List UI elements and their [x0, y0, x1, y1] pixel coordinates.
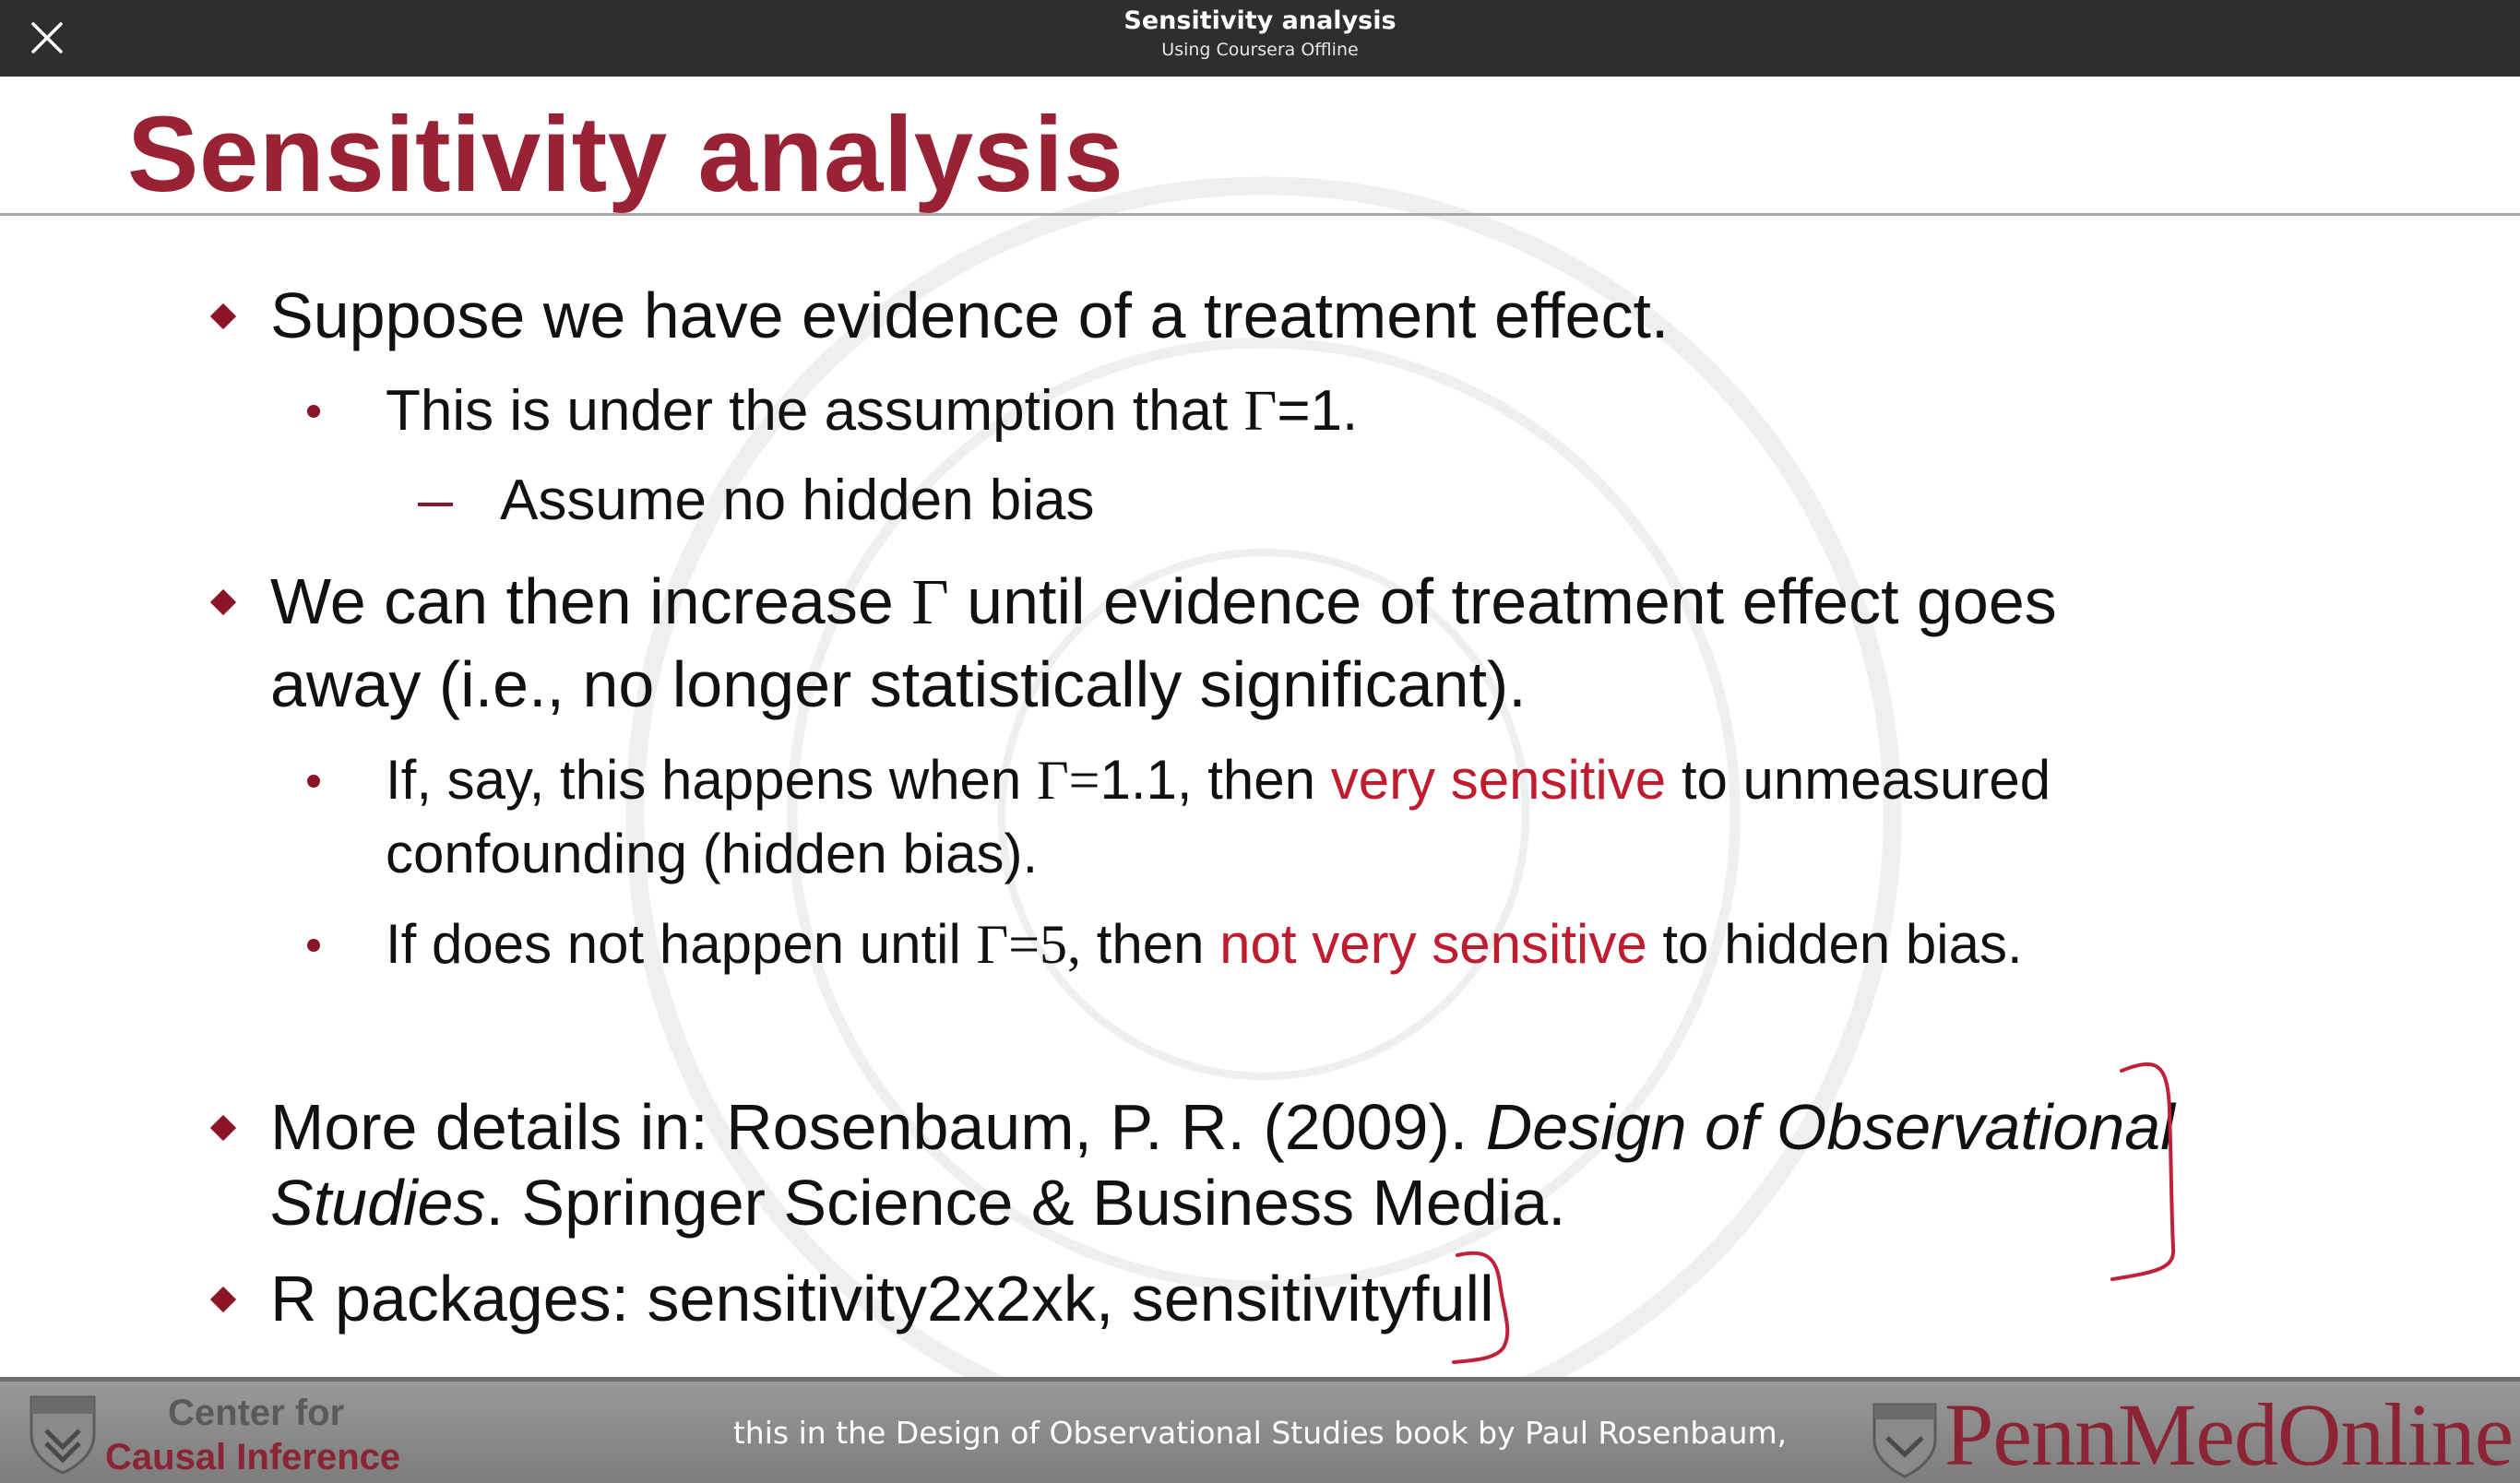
- slide-title: Sensitivity analysis: [127, 94, 1124, 214]
- title-divider: [0, 213, 2520, 216]
- handwritten-bracket-annotation-icon: [1452, 1251, 1510, 1364]
- bullet-diamond-icon: [209, 588, 237, 616]
- bullet-diamond-icon: [209, 303, 237, 330]
- sub-sub-bullet-no-hidden-bias: Assume no hidden bias: [500, 469, 1095, 532]
- video-title: Sensitivity analysis: [1123, 6, 1397, 35]
- sub-bullet-gamma-assumption: This is under the assumption that Γ=1.: [386, 379, 1359, 443]
- penn-shield-logo-icon: [30, 1395, 96, 1475]
- sub-bullet-very-sensitive-line1: If, say, this happens when Γ=1.1, then v…: [386, 749, 2051, 811]
- sub-bullet-very-sensitive-line2: confounding (hidden bias).: [386, 823, 1039, 884]
- close-icon: [31, 22, 63, 53]
- bullet-diamond-icon: [209, 1114, 237, 1142]
- video-frame[interactable]: Sensitivity analysis Suppose we have evi…: [0, 77, 2520, 1483]
- handwritten-bracket-annotation-icon: [2110, 1062, 2176, 1281]
- close-button[interactable]: [20, 11, 74, 65]
- footer-divider: [0, 1377, 2520, 1382]
- penn-shield-logo-icon: [1872, 1403, 1937, 1478]
- sub-bullet-dot-icon: [307, 939, 320, 952]
- sub-sub-bullet-dash-icon: [418, 503, 453, 506]
- app-top-bar: Sensitivity analysis Using Coursera Offl…: [0, 0, 2520, 77]
- bullet-rosenbaum-reference-line2: Studies. Springer Science & Business Med…: [270, 1167, 1566, 1239]
- center-for-causal-inference-logo: Causal Inference: [105, 1437, 401, 1477]
- center-for-causal-inference-logo: Center for: [168, 1393, 345, 1433]
- bullet-diamond-icon: [209, 1286, 237, 1313]
- video-caption: this in the Design of Observational Stud…: [732, 1415, 1788, 1451]
- bullet-increase-gamma-line2: away (i.e., no longer statistically sign…: [270, 648, 1527, 720]
- sub-bullet-not-very-sensitive: If does not happen until Γ=5, then not v…: [386, 913, 2023, 975]
- sub-bullet-dot-icon: [307, 405, 320, 418]
- bullet-r-packages: R packages: sensitivity2x2xk, sensitivit…: [270, 1263, 1494, 1335]
- slide-footer: Center for Causal Inference this in the …: [0, 1377, 2520, 1483]
- bullet-treatment-effect: Suppose we have evidence of a treatment …: [270, 279, 1670, 351]
- bullet-increase-gamma-line1: We can then increase Γ until evidence of…: [270, 565, 2057, 638]
- pennmedonline-logo: PennMedOnline: [1944, 1385, 2514, 1483]
- video-subtitle: Using Coursera Offline: [1161, 40, 1359, 60]
- sub-bullet-dot-icon: [307, 775, 320, 788]
- bullet-rosenbaum-reference-line1: More details in: Rosenbaum, P. R. (2009)…: [270, 1091, 2175, 1163]
